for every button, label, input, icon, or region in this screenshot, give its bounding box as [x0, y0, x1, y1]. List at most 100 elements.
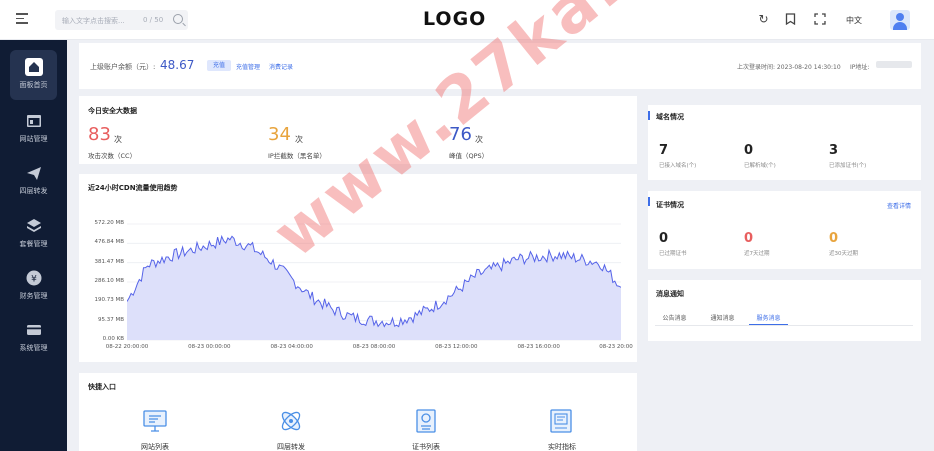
sidebar-item-home[interactable]: 面板首页	[0, 58, 67, 110]
ip-label: IP地址:	[850, 64, 870, 71]
expire-30d-label: 近30天过期	[829, 251, 858, 257]
cert-added-label: 已添加证书(个)	[829, 163, 867, 169]
messages-card	[648, 280, 921, 341]
y-tick-label: 476.84 MB	[94, 239, 124, 246]
balance-label: 上级账户余额（元）:	[90, 63, 156, 71]
y-tick-label: 381.47 MB	[94, 258, 124, 265]
ip-block-unit: 次	[295, 135, 303, 144]
last-login-info: 上次登录时间: 2023-08-20 14:30:10	[737, 64, 841, 71]
search-placeholder: 输入文字点击搜索...	[62, 17, 125, 25]
certificate-icon[interactable]	[413, 408, 439, 434]
y-tick-label: 572.20 MB	[94, 220, 124, 226]
attack-unit: 次	[114, 135, 122, 144]
cert-added-count: 3	[829, 143, 839, 158]
sidebar-item-label: 四层转发	[19, 187, 48, 195]
sidebar-item-system[interactable]: 系统管理	[0, 321, 67, 373]
top-bar: 输入文字点击搜索... 0 / 50 LOGO ↻ 中文	[0, 0, 934, 40]
quick-title: 快捷入口	[88, 383, 116, 391]
balance-value: 48.67	[160, 58, 195, 72]
language-switch[interactable]: 中文	[846, 16, 862, 25]
ip-block-count: 34	[268, 124, 291, 145]
resolved-count-label: 已解析域(个)	[744, 163, 776, 169]
tab-underline	[655, 325, 913, 326]
security-card	[79, 96, 637, 164]
expire-30d-count: 0	[829, 231, 839, 246]
consume-record-link[interactable]: 消费记录	[269, 64, 294, 71]
sidebar-item-label: 网站管理	[19, 135, 48, 143]
sidebar-item-forward[interactable]: 四层转发	[0, 164, 67, 216]
quick-item-label[interactable]: 实时指标	[548, 443, 576, 451]
logo: LOGO	[423, 8, 487, 30]
avatar[interactable]	[890, 10, 910, 30]
domain-count: 7	[659, 143, 669, 158]
sidebar: 面板首页 网站管理 四层转发 套餐管理 ¥ 财务管理 系统管理	[0, 40, 67, 451]
x-tick-label: 08-23 20:00	[599, 344, 633, 350]
layers-icon	[26, 219, 41, 232]
attack-count: 83	[88, 124, 111, 145]
expired-label: 已过期证书	[659, 251, 687, 257]
quick-item-label[interactable]: 证书列表	[412, 443, 440, 451]
resolved-count: 0	[744, 143, 754, 158]
quick-access-card	[79, 373, 637, 451]
atom-icon[interactable]	[278, 408, 304, 434]
traffic-area	[127, 236, 621, 340]
quick-item-label[interactable]: 四层转发	[277, 443, 305, 451]
y-tick-label: 286.10 MB	[94, 278, 124, 284]
document-icon[interactable]	[548, 408, 574, 434]
traffic-line	[127, 234, 621, 328]
yen-icon: ¥	[26, 270, 41, 286]
y-tick-label: 190.73 MB	[94, 297, 124, 304]
expire-7d-count: 0	[744, 231, 754, 246]
ip-address-blurred	[876, 61, 912, 68]
x-tick-label: 08-23 04:00:00	[270, 344, 313, 350]
domain-count-label: 已接入域名(个)	[659, 163, 697, 169]
tab-service[interactable]: 服务消息	[749, 313, 788, 325]
tab-notifications[interactable]: 通知消息	[710, 315, 735, 322]
monitor-icon[interactable]	[142, 408, 168, 434]
peak-qps: 76	[449, 124, 472, 145]
tab-announcements[interactable]: 公告消息	[662, 315, 687, 322]
sidebar-item-label: 面板首页	[19, 81, 48, 89]
recharge-button[interactable]: 充值	[207, 60, 231, 71]
expire-7d-label: 近7天过期	[744, 251, 770, 257]
peak-unit: 次	[475, 135, 483, 144]
cert-title: 证书情况	[656, 201, 684, 209]
x-tick-label: 08-23 08:00:00	[352, 344, 396, 350]
sidebar-item-finance[interactable]: ¥ 财务管理	[0, 269, 67, 321]
bookmark-icon[interactable]	[784, 13, 797, 26]
fullscreen-icon[interactable]	[813, 13, 826, 26]
x-tick-label: 08-23 00:00:00	[188, 344, 231, 350]
attack-label: 攻击次数（CC）	[88, 152, 137, 160]
search-input[interactable]: 输入文字点击搜索... 0 / 50	[55, 10, 188, 30]
refresh-icon[interactable]: ↻	[758, 12, 769, 26]
sidebar-item-packages[interactable]: 套餐管理	[0, 217, 67, 269]
x-tick-label: 08-23 12:00:00	[435, 344, 478, 350]
send-icon	[26, 167, 41, 180]
cert-details-link[interactable]: 查看详情	[887, 203, 912, 210]
sidebar-item-label: 财务管理	[19, 292, 48, 300]
x-tick-label: 08-22 20:00:00	[105, 344, 149, 350]
menu-toggle-icon[interactable]	[16, 13, 28, 25]
home-icon	[24, 58, 43, 76]
browser-icon	[26, 115, 41, 127]
sidebar-item-label: 套餐管理	[19, 240, 48, 248]
domain-title: 域名情况	[656, 113, 684, 121]
y-tick-label: 0.00 KB	[102, 336, 124, 342]
recharge-manage-link[interactable]: 充值管理	[236, 64, 261, 71]
expired-count: 0	[659, 231, 669, 246]
messages-title: 消息通知	[656, 290, 684, 298]
sidebar-item-sites[interactable]: 网站管理	[0, 112, 67, 164]
ip-block-label: IP拦截数（黑名单）	[268, 152, 326, 160]
svg-text:¥: ¥	[31, 275, 37, 285]
quick-item-label[interactable]: 网站列表	[141, 443, 169, 451]
traffic-chart	[127, 223, 621, 341]
y-tick-label: 95.37 MB	[97, 316, 124, 323]
domain-card	[648, 105, 921, 180]
search-icon[interactable]	[173, 14, 183, 24]
cert-card	[648, 191, 921, 269]
chart-title: 近24小时CDN流量使用趋势	[88, 184, 178, 192]
x-tick-label: 08-23 16:00:00	[517, 344, 560, 350]
security-title: 今日安全大数据	[88, 107, 137, 115]
card-icon	[26, 325, 41, 335]
domain-title-bar	[648, 111, 650, 120]
